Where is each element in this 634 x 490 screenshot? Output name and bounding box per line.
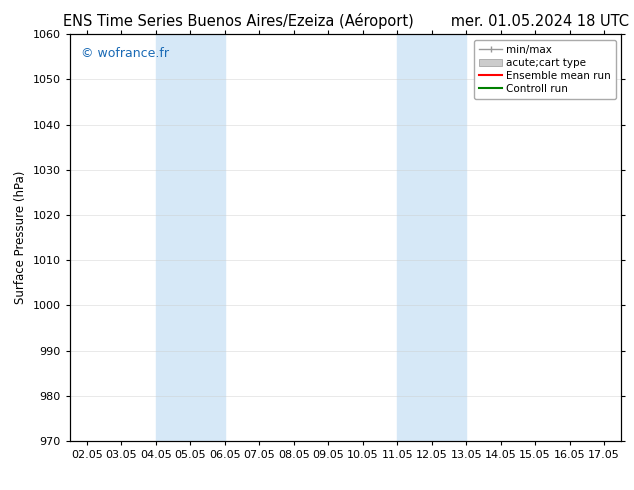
Bar xyxy=(398,34,466,441)
Title: ENS Time Series Buenos Aires/Ezeiza (Aéroport)        mer. 01.05.2024 18 UTC: ENS Time Series Buenos Aires/Ezeiza (Aér… xyxy=(63,13,628,29)
Bar xyxy=(156,34,225,441)
Text: © wofrance.fr: © wofrance.fr xyxy=(81,47,169,59)
Legend: min/max, acute;cart type, Ensemble mean run, Controll run: min/max, acute;cart type, Ensemble mean … xyxy=(474,40,616,99)
Y-axis label: Surface Pressure (hPa): Surface Pressure (hPa) xyxy=(14,171,27,304)
